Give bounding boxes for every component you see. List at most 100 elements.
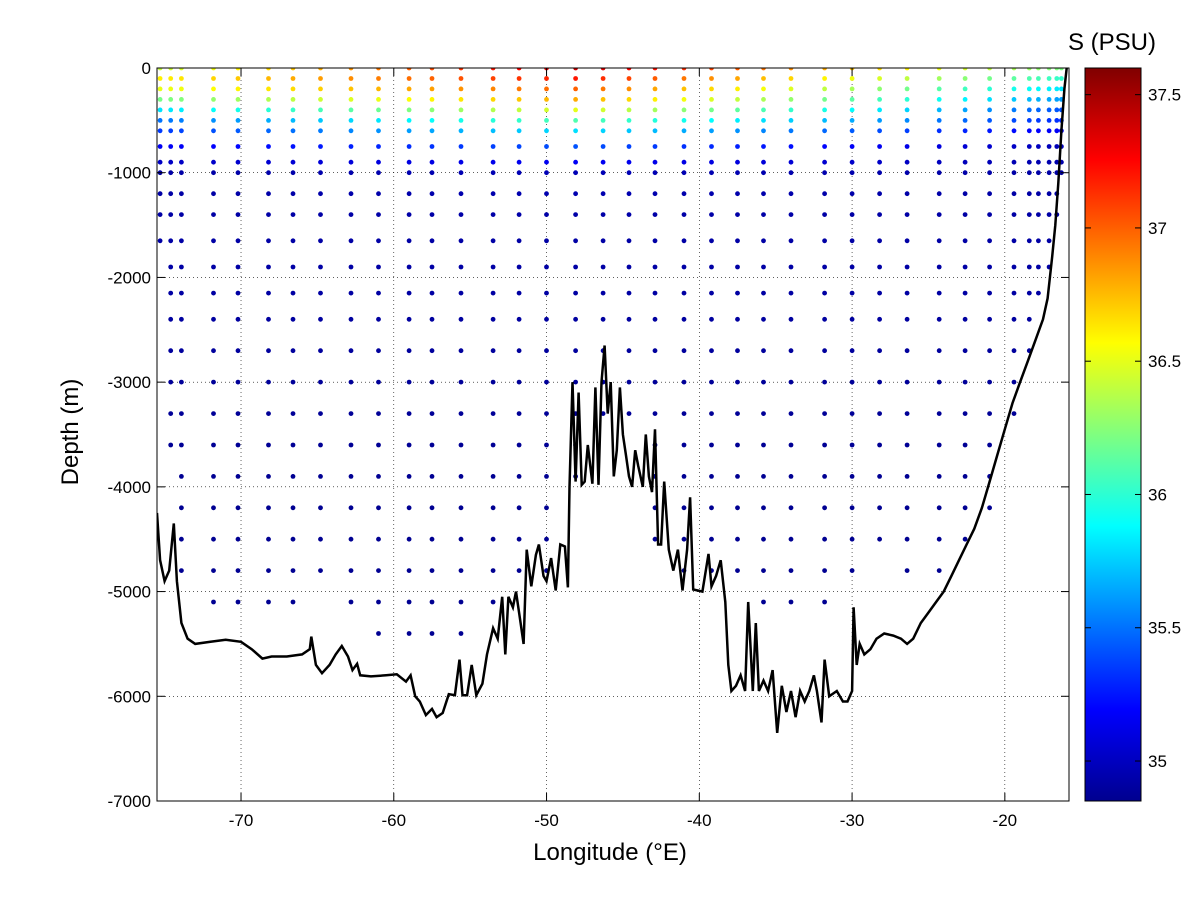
salinity-point (318, 505, 323, 511)
salinity-point (822, 97, 827, 102)
salinity-point (788, 107, 794, 113)
salinity-point (348, 118, 354, 123)
salinity-point (376, 118, 381, 123)
salinity-point (1011, 290, 1017, 296)
salinity-point (348, 76, 354, 81)
salinity-point (516, 316, 522, 322)
salinity-point (987, 290, 992, 296)
salinity-point (936, 212, 942, 218)
salinity-point (211, 68, 216, 71)
salinity-point (290, 86, 296, 92)
x-tick-label: -40 (687, 811, 712, 830)
salinity-point (516, 348, 522, 354)
salinity-point (573, 264, 578, 270)
salinity-point (235, 411, 241, 416)
salinity-point (290, 159, 296, 165)
salinity-point (936, 86, 942, 92)
salinity-point (406, 568, 412, 573)
salinity-point (544, 505, 549, 511)
salinity-point (936, 505, 942, 511)
salinity-point (516, 97, 522, 102)
salinity-point (1046, 128, 1052, 134)
salinity-point (1011, 191, 1017, 197)
salinity-point (709, 128, 714, 134)
salinity-point (168, 68, 174, 71)
salinity-point (904, 536, 910, 542)
salinity-point (376, 348, 381, 354)
salinity-point (904, 191, 910, 197)
salinity-point (376, 159, 381, 165)
salinity-point (626, 348, 632, 354)
salinity-point (376, 290, 381, 296)
salinity-point (936, 76, 942, 81)
salinity-point (179, 264, 184, 270)
salinity-point (544, 316, 549, 322)
salinity-point (573, 238, 578, 244)
y-axis-ticks: 0 -1000 -2000 -3000 -4000 -5000 -6000 -7000 (108, 59, 1069, 811)
salinity-point (1046, 97, 1052, 102)
salinity-point (626, 76, 632, 81)
salinity-point (600, 290, 606, 296)
salinity-point (761, 107, 766, 113)
y-tick-label: 0 (142, 59, 151, 78)
salinity-point (266, 316, 271, 322)
salinity-point (290, 316, 296, 322)
salinity-point (987, 238, 992, 244)
salinity-point (822, 536, 827, 542)
salinity-point (709, 411, 714, 416)
salinity-point (1011, 170, 1017, 176)
salinity-point (626, 411, 632, 416)
salinity-point (348, 348, 354, 354)
salinity-point (600, 144, 606, 149)
salinity-point (458, 97, 464, 102)
salinity-point (376, 474, 381, 479)
salinity-point (761, 191, 766, 197)
salinity-point (376, 212, 381, 218)
salinity-point (1036, 212, 1041, 218)
salinity-point (168, 348, 174, 354)
salinity-point (904, 170, 910, 176)
colorbar-title: S (PSU) (1068, 29, 1156, 56)
salinity-point (600, 86, 606, 92)
salinity-point (761, 442, 766, 448)
salinity-point (168, 159, 174, 165)
colorbar-ticks: 35 35.5 36 36.5 37 37.5 (1085, 86, 1181, 771)
salinity-point (573, 348, 578, 354)
colorbar (1084, 67, 1142, 802)
salinity-point (1036, 68, 1041, 71)
salinity-point (235, 536, 241, 542)
salinity-point (877, 144, 882, 149)
salinity-point (652, 264, 658, 270)
y-tick-label: -4000 (108, 478, 151, 497)
salinity-point (600, 212, 606, 218)
salinity-point (849, 144, 855, 149)
salinity-point (849, 212, 855, 218)
salinity-point (1059, 86, 1064, 92)
salinity-point (849, 536, 855, 542)
salinity-point (709, 159, 714, 165)
salinity-point (877, 191, 882, 197)
salinity-point (877, 536, 882, 542)
salinity-point (626, 264, 632, 270)
salinity-point (290, 599, 296, 605)
plot-frame (156, 67, 1070, 802)
salinity-point (168, 191, 174, 197)
salinity-point (179, 128, 184, 134)
salinity-point (290, 348, 296, 354)
salinity-point (348, 505, 354, 511)
salinity-point (987, 86, 992, 92)
salinity-point (179, 290, 184, 296)
salinity-point (376, 379, 381, 385)
salinity-point (600, 159, 606, 165)
salinity-point (735, 144, 740, 149)
salinity-point (376, 170, 381, 176)
salinity-point (709, 170, 714, 176)
salinity-point (290, 118, 296, 123)
salinity-point (877, 290, 882, 296)
salinity-point (458, 159, 464, 165)
salinity-point (681, 505, 687, 511)
salinity-point (573, 191, 578, 197)
salinity-point (266, 379, 271, 385)
salinity-point (822, 442, 827, 448)
salinity-point (179, 316, 184, 322)
